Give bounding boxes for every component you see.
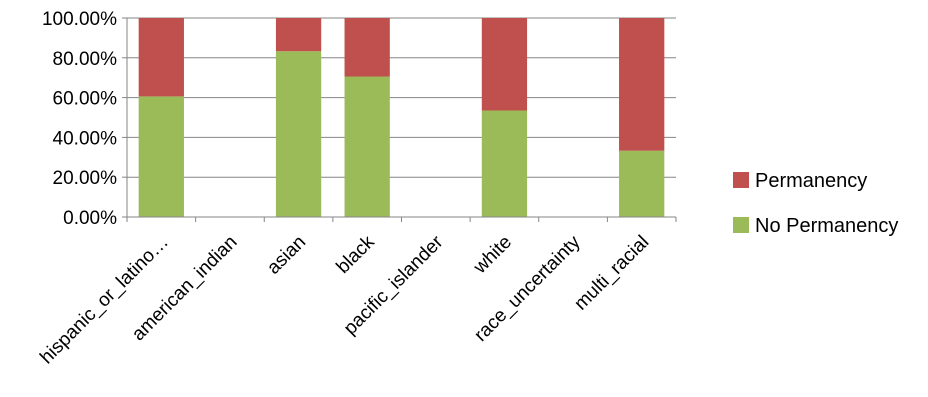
legend-label-permanency: Permanency (755, 170, 867, 192)
y-axis-tick-labels: 0.00% 20.00% 40.00% 60.00% 80.00% 100.00% (42, 9, 117, 229)
y-tick-label: 20.00% (53, 168, 118, 189)
bar-permanency (275, 18, 322, 52)
x-category-label: white (469, 232, 516, 279)
bars (138, 18, 665, 218)
bar-permanency (344, 18, 390, 77)
x-category-label: multi_racial (570, 232, 653, 315)
bar-no-permanency (619, 150, 665, 217)
y-tick-label: 40.00% (53, 128, 118, 149)
bar-no-permanency (138, 96, 184, 217)
y-tick-label: 0.00% (63, 208, 117, 229)
bar-permanency (619, 18, 665, 151)
legend-swatch-permanency (733, 172, 749, 188)
bar-no-permanency (275, 51, 322, 218)
legend-label-no-permanency: No Permanency (755, 215, 898, 237)
y-tick-label: 80.00% (53, 49, 118, 70)
bar-permanency (481, 18, 528, 111)
bar-permanency (138, 18, 184, 97)
axes (122, 17, 677, 222)
x-category-label: black (333, 231, 380, 278)
y-tick-label: 60.00% (53, 89, 118, 110)
bar-no-permanency (344, 76, 390, 217)
y-tick-label: 100.00% (42, 9, 117, 30)
legend: Permanency No Permanency (733, 170, 898, 237)
bar-no-permanency (481, 110, 528, 217)
x-category-label: hispanic_or_latino… (36, 232, 173, 369)
x-category-label: asian (263, 232, 310, 279)
x-axis-category-labels: hispanic_or_latino…american_indian asian b… (36, 231, 653, 368)
legend-swatch-no-permanency (733, 217, 749, 233)
gridlines (127, 17, 676, 178)
